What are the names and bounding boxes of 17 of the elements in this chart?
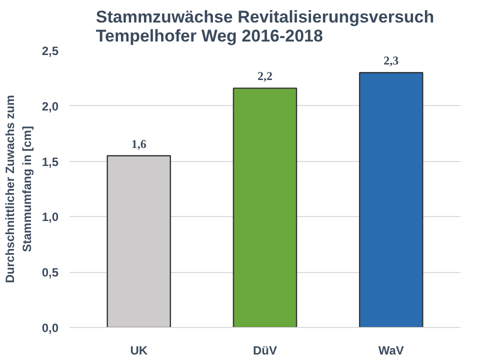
y-tick-label: 1,0 xyxy=(42,210,59,224)
y-tick-label: 0,0 xyxy=(42,321,59,335)
data-label: 1,6 xyxy=(131,136,146,151)
x-tick-label: WaV xyxy=(378,344,404,358)
bar xyxy=(232,88,298,328)
x-tick-label: UK xyxy=(130,344,148,358)
data-label: 2,2 xyxy=(258,69,272,84)
chart-title: Stammzuwächse Revitalisierungsversuch Tempelhofer Weg 2016-2018 xyxy=(96,8,434,46)
y-tick-label: 1,5 xyxy=(42,154,59,169)
y-axis-title: Durchschnittlicher Zuwachs zum Stammumfang in [cm] xyxy=(3,94,34,284)
x-tick-label: DüV xyxy=(253,344,277,358)
bar xyxy=(106,155,172,328)
y-tick-label: 0,5 xyxy=(42,266,59,280)
data-label: 2,3 xyxy=(384,54,399,68)
y-tick-label: 2,5 xyxy=(42,44,59,58)
bar xyxy=(358,72,424,328)
y-tick-label: 2,0 xyxy=(42,99,59,114)
